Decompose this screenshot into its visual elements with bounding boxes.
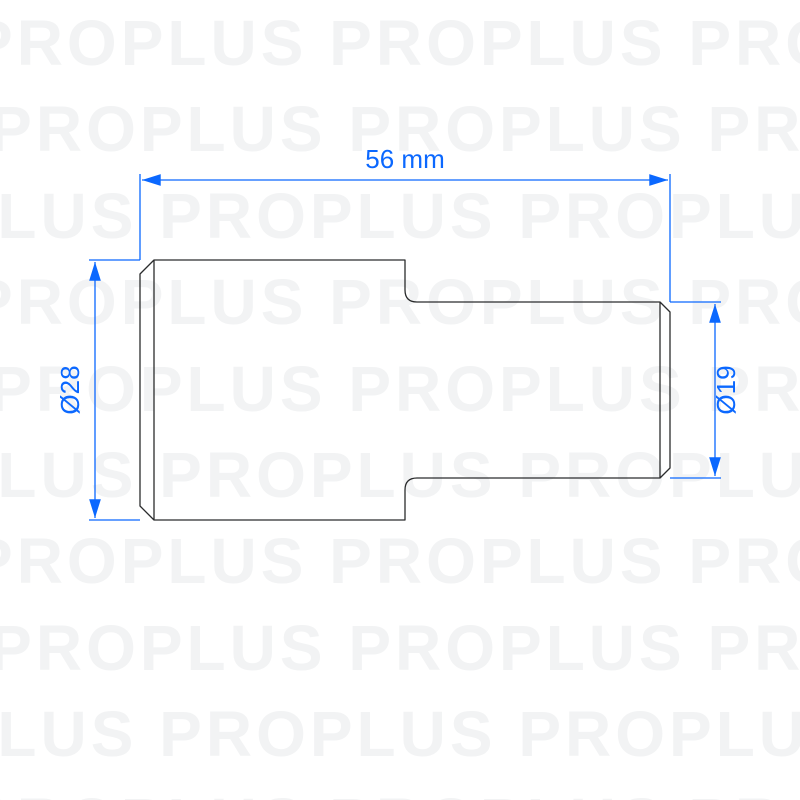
part-outline — [140, 260, 670, 520]
dim-dia-small: Ø19 — [670, 302, 741, 478]
technical-drawing: 56 mm Ø28 Ø19 — [0, 0, 800, 800]
dim-dia-big: Ø28 — [55, 260, 140, 520]
dim-dia-big-label: Ø28 — [55, 365, 85, 414]
dim-length-label: 56 mm — [365, 144, 444, 174]
dim-dia-small-label: Ø19 — [711, 365, 741, 414]
